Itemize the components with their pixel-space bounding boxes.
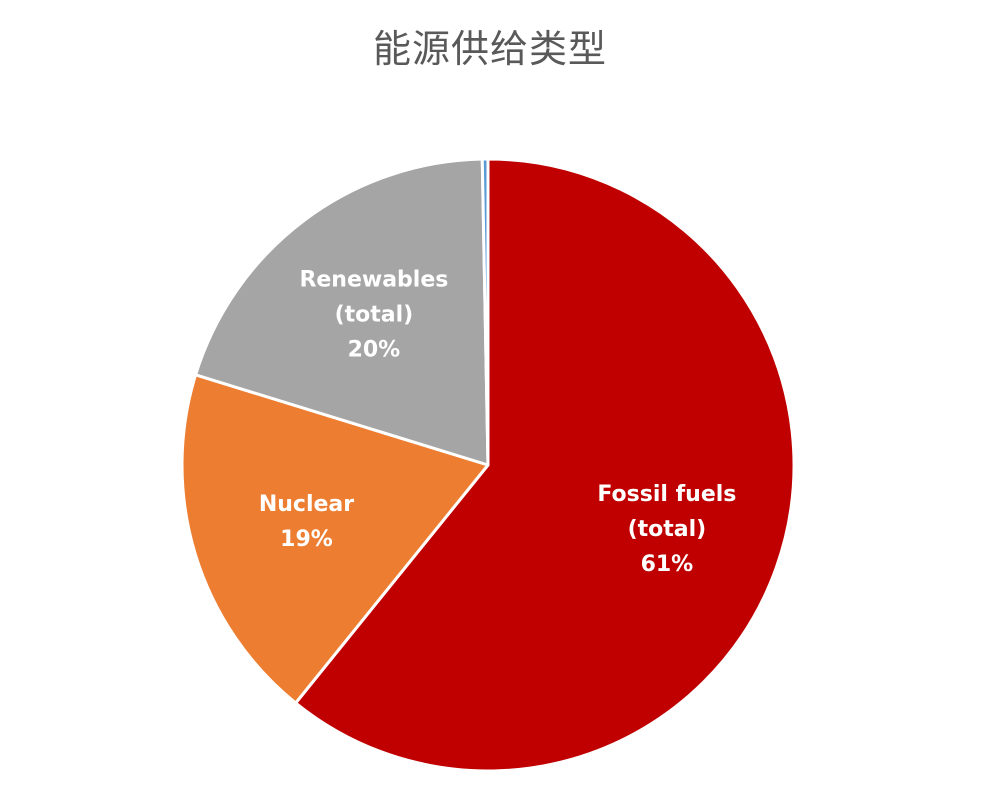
slice-label-1: Nuclear 19% bbox=[259, 492, 354, 552]
pie-slice-1 bbox=[180, 373, 490, 705]
slice-label-line: (total) bbox=[628, 517, 707, 542]
chart-title: 能源供给类型 bbox=[372, 27, 607, 71]
pie-slice-3 bbox=[480, 157, 490, 467]
pie-slices bbox=[180, 157, 796, 773]
slice-label-line: Renewables bbox=[299, 267, 448, 292]
slice-label-0: Fossil fuels (total) 61% bbox=[597, 482, 736, 577]
pie-slice-2 bbox=[194, 157, 490, 467]
slice-label-line: 20% bbox=[348, 337, 401, 362]
slice-label-line: 19% bbox=[280, 527, 333, 552]
slice-label-2: Renewables (total) 20% bbox=[299, 267, 448, 362]
slice-label-line: Nuclear bbox=[259, 492, 354, 517]
pie-slice-0 bbox=[294, 157, 796, 773]
slice-label-line: 61% bbox=[641, 552, 694, 577]
slice-label-line: Fossil fuels bbox=[597, 482, 736, 507]
pie-labels: Fossil fuels (total) 61% Nuclear 19% Renewabl… bbox=[259, 267, 737, 577]
slice-label-line: (total) bbox=[335, 302, 414, 327]
